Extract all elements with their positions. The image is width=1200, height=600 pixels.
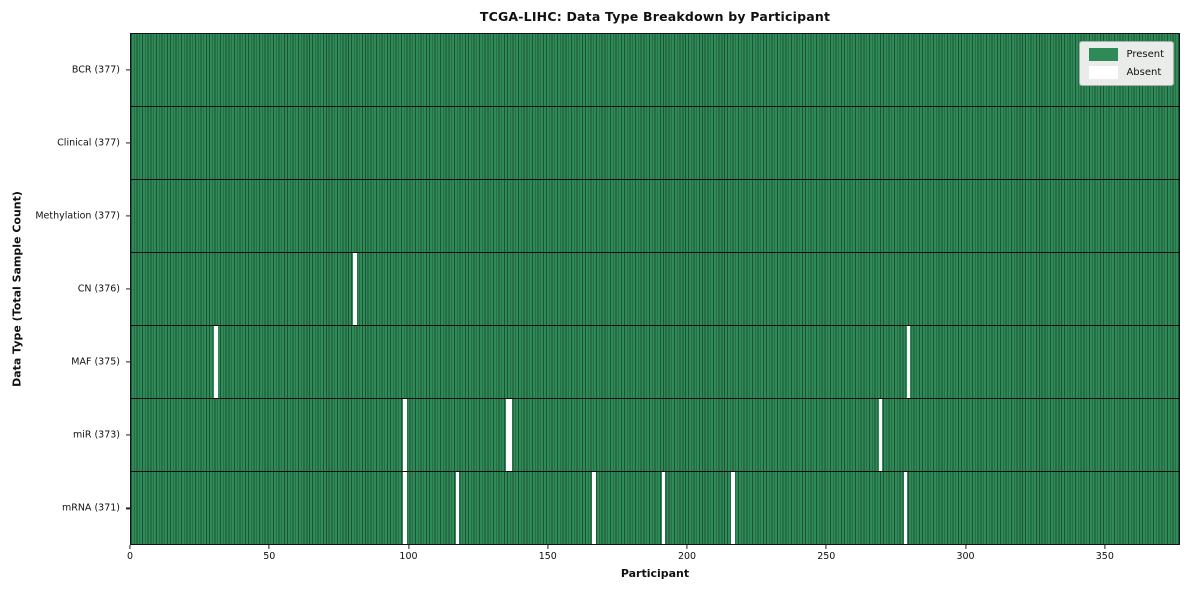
x-tick-label: 200 (677, 551, 697, 562)
legend-swatch-absent (1089, 66, 1119, 79)
y-tick-label: Methylation (377) (35, 210, 120, 222)
x-axis-label: Participant (620, 567, 690, 580)
heatmap-row-maf (131, 325, 1179, 398)
x-tick-mark (129, 545, 131, 549)
absent-gap (456, 472, 460, 544)
y-tick-mark (126, 288, 130, 290)
y-tick-label: CN (376) (77, 283, 120, 295)
x-tick-mark (686, 545, 688, 549)
heatmap-row-bcr (131, 34, 1179, 106)
absent-gap (906, 326, 910, 398)
x-tick-label: 0 (126, 551, 134, 562)
legend-item-present: Present (1089, 48, 1164, 61)
absent-gap (403, 399, 407, 471)
legend-swatch-present (1089, 48, 1119, 61)
x-axis-ticks: 0 50 100 150 200 250 300 350 (126, 545, 1180, 571)
y-tick-mark (126, 215, 130, 217)
x-tick-mark (964, 545, 967, 549)
x-tick-label: 350 (1095, 551, 1114, 562)
absent-gap (403, 472, 407, 544)
absent-gap (506, 399, 510, 471)
x-tick-label: 100 (399, 551, 418, 562)
x-tick-label: 50 (263, 551, 276, 562)
absent-gap (878, 399, 882, 471)
y-tick-label: MAF (375) (71, 356, 120, 368)
heatmap-row-methylation (131, 179, 1179, 252)
x-tick-label: 150 (538, 551, 557, 562)
y-tick-mark (126, 68, 130, 71)
x-tick-mark (1104, 545, 1106, 549)
heatmap-rows (131, 34, 1179, 544)
absent-gap (353, 253, 357, 325)
y-tick-label: BCR (377) (71, 64, 120, 76)
plot-area: Present Absent (130, 33, 1180, 545)
x-tick-mark (825, 545, 827, 549)
y-tick-label: mRNA (371) (61, 502, 120, 514)
absent-gap (509, 399, 513, 471)
x-tick-label: 300 (956, 551, 975, 562)
y-tick-label: Clinical (377) (57, 137, 120, 149)
y-axis-ticks: BCR (377) Clinical (377) Methylation (377)… (0, 33, 130, 545)
absent-gap (731, 472, 735, 544)
y-tick-mark (126, 434, 130, 436)
absent-gap (903, 472, 907, 544)
y-tick-mark (126, 361, 130, 363)
legend-label: Present (1126, 49, 1164, 60)
y-tick-mark (126, 142, 130, 144)
heatmap-row-clinical (131, 106, 1179, 179)
x-tick-mark (407, 545, 410, 549)
heatmap-row-mrna (131, 471, 1179, 544)
y-tick-mark (126, 507, 130, 510)
legend-item-absent: Absent (1089, 66, 1164, 79)
x-tick-mark (268, 545, 270, 549)
absent-gap (592, 472, 596, 544)
heatmap-row-mir (131, 398, 1179, 471)
legend-label: Absent (1126, 67, 1162, 78)
absent-gap (661, 472, 666, 544)
x-tick-label: 250 (817, 551, 836, 562)
chart-title: TCGA-LIHC: Data Type Breakdown by Partic… (479, 9, 831, 24)
absent-gap (214, 326, 218, 398)
y-tick-label: miR (373) (72, 429, 120, 441)
heatmap-row-cn (131, 252, 1179, 325)
legend: Present Absent (1079, 41, 1174, 86)
x-tick-mark (547, 545, 549, 549)
